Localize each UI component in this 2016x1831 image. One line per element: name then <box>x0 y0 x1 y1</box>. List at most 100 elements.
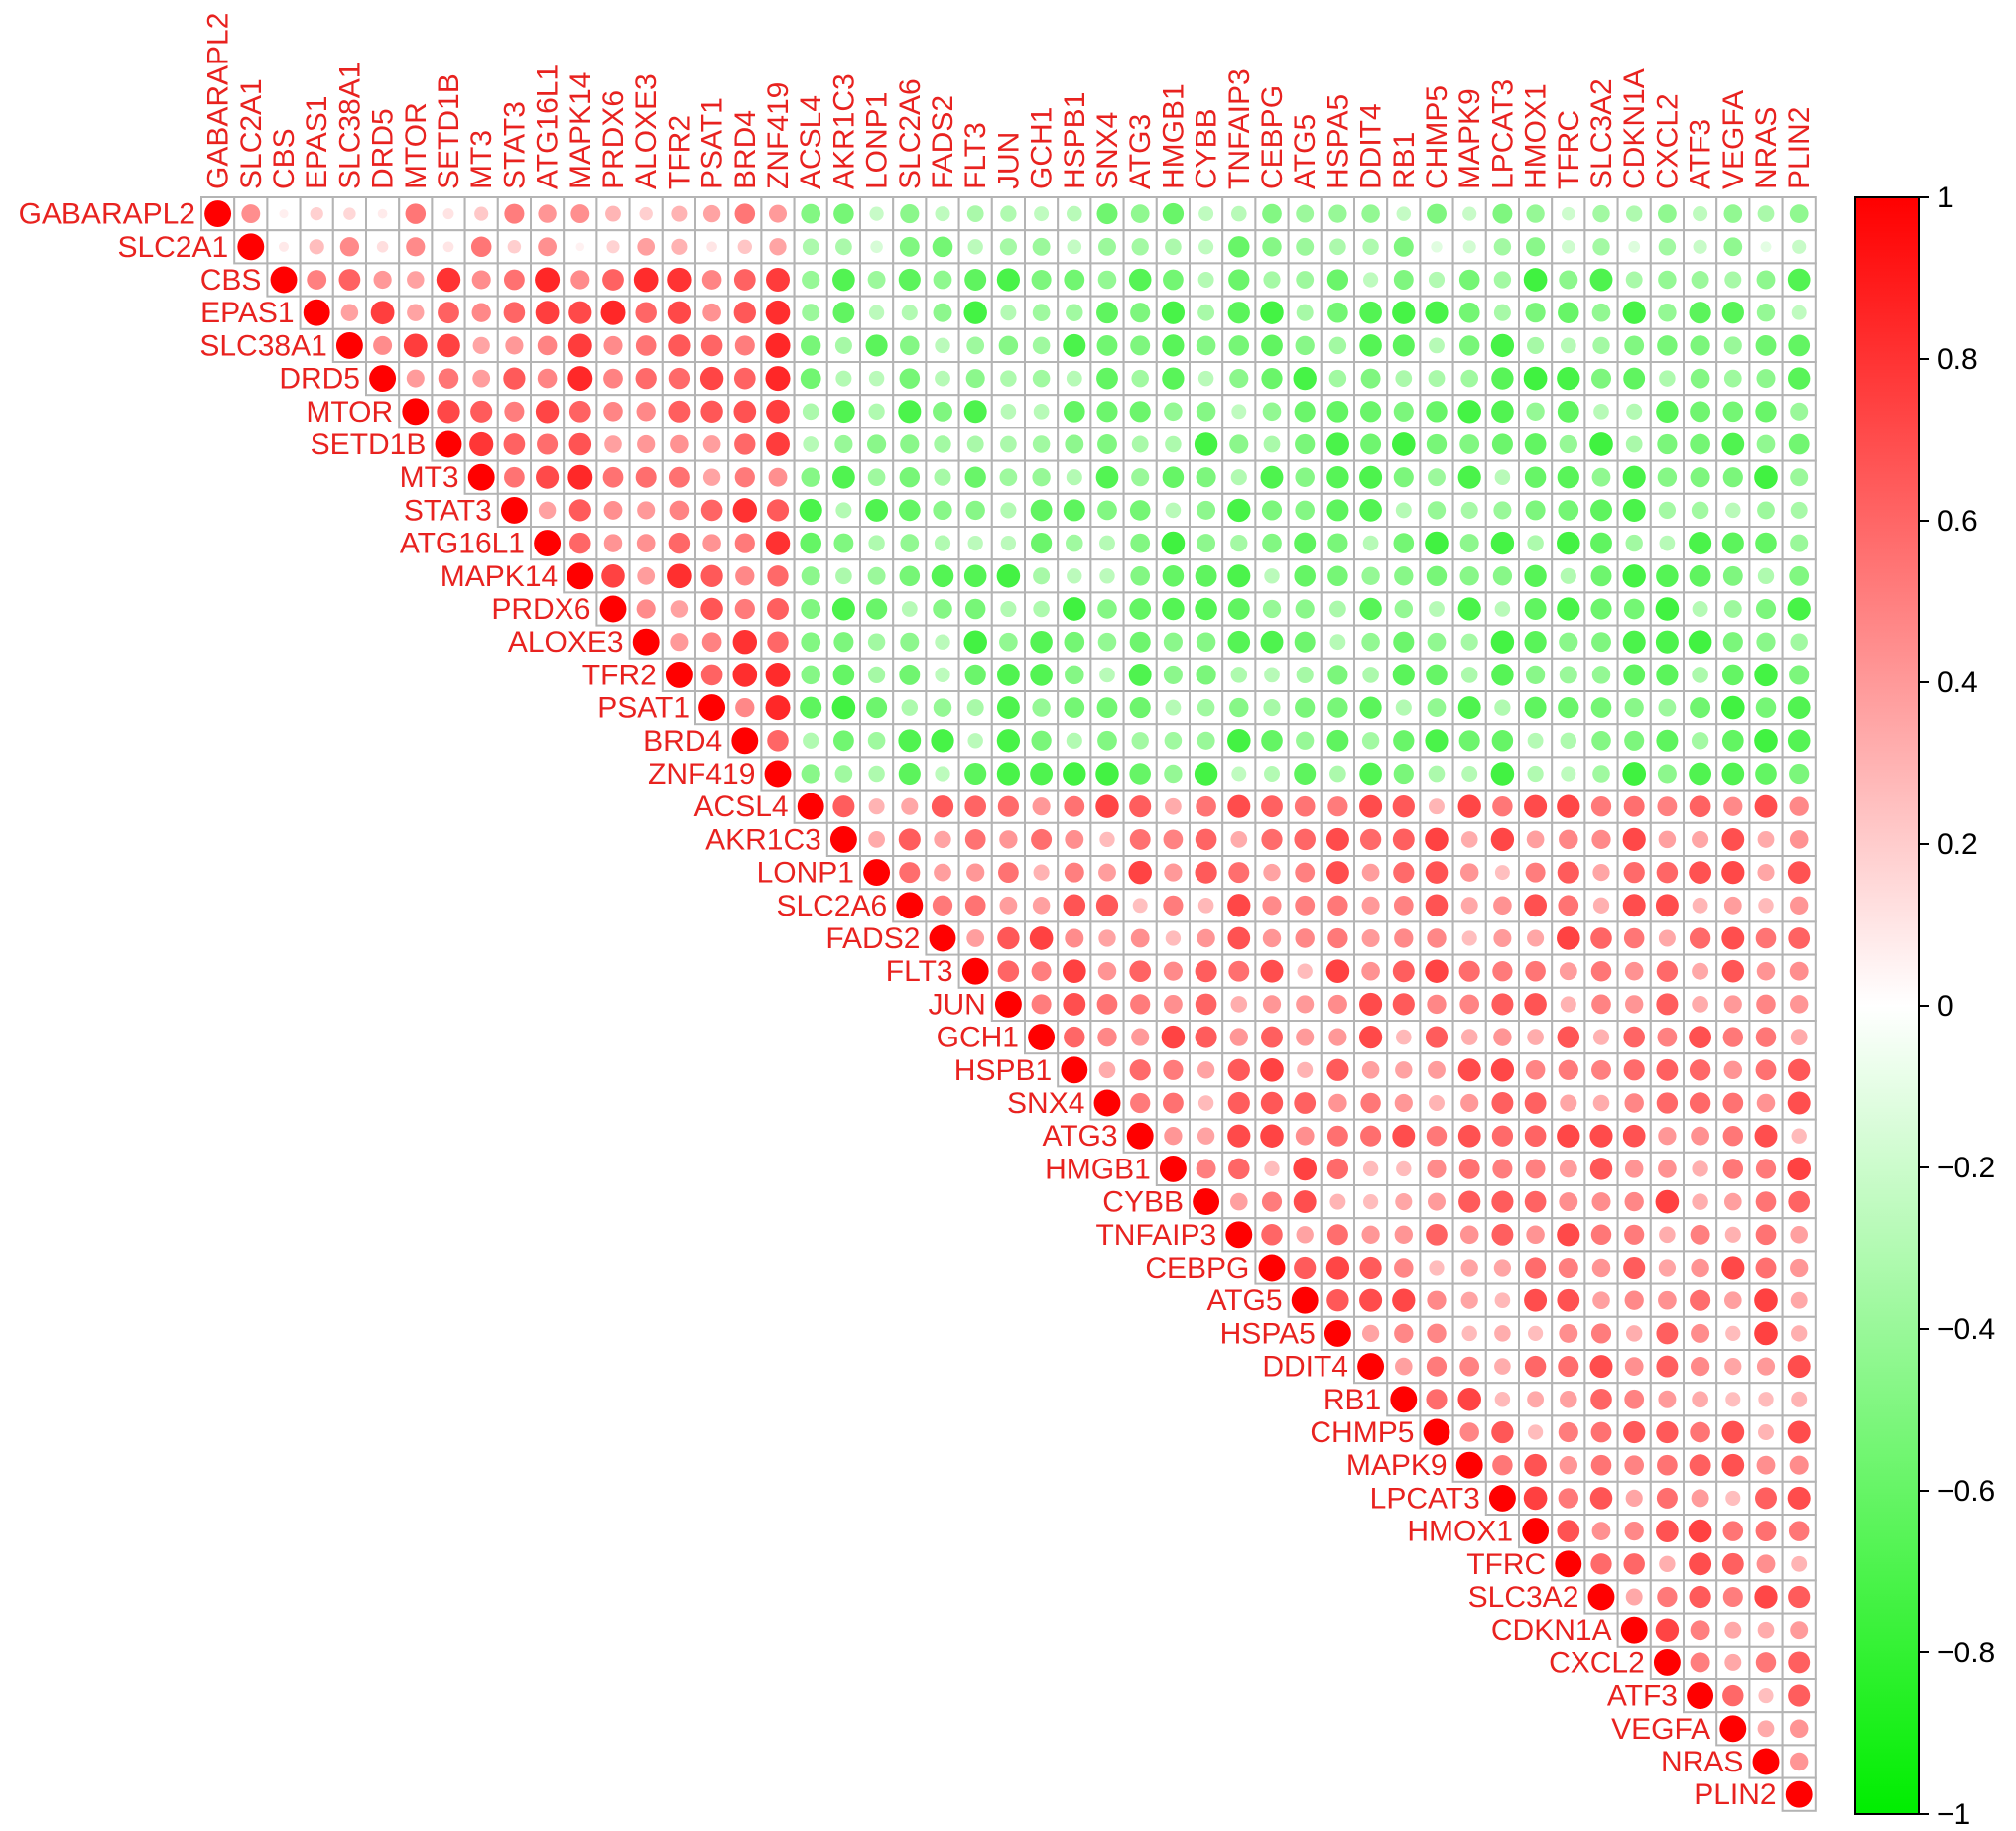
cell-circle <box>373 270 392 290</box>
cell-circle <box>1264 1160 1280 1177</box>
cell-circle <box>1622 301 1646 324</box>
cell-circle <box>1791 1128 1807 1144</box>
row-label: HMGB1 <box>1045 1153 1151 1185</box>
cell-circle <box>1231 404 1247 420</box>
cell-circle <box>1490 1058 1515 1082</box>
cell-circle <box>1131 1028 1150 1046</box>
cell-circle <box>1690 1652 1710 1673</box>
cell-circle <box>766 399 790 424</box>
correlation-cells <box>200 196 1817 1812</box>
cell-circle <box>996 268 1021 292</box>
cell-circle <box>999 468 1018 487</box>
cell-circle <box>1592 204 1610 223</box>
cell-circle <box>1559 632 1578 652</box>
cell-circle <box>1096 302 1118 324</box>
cell-circle <box>700 334 723 357</box>
cell-circle <box>1327 533 1348 553</box>
colorbar-tick-label: 0.6 <box>1937 505 1978 538</box>
cell-circle <box>1427 501 1447 520</box>
cell-circle <box>1032 468 1051 487</box>
cell-circle <box>1494 699 1511 716</box>
cell-border <box>1484 1250 1521 1285</box>
cell-circle <box>1493 271 1512 289</box>
cell-circle <box>1129 763 1151 785</box>
cell-circle <box>1263 435 1281 453</box>
cell-circle <box>1227 926 1251 950</box>
cell-circle <box>1323 1319 1351 1347</box>
cell-circle <box>1427 1159 1447 1178</box>
cell-circle <box>1692 1160 1708 1177</box>
cell-circle <box>931 729 954 753</box>
cell-circle <box>1721 860 1745 885</box>
cell-circle <box>1063 333 1086 357</box>
cell-circle <box>802 238 819 256</box>
cell-circle <box>1493 1259 1512 1277</box>
row-label: MAPK9 <box>1346 1449 1448 1482</box>
cell-circle <box>1490 630 1515 654</box>
cell-circle <box>1295 928 1315 948</box>
cell-circle <box>1294 631 1316 653</box>
cell-circle <box>1558 1421 1578 1443</box>
cell-circle <box>899 466 921 488</box>
cell-circle <box>472 369 491 388</box>
cell-circle <box>1692 996 1708 1013</box>
row-label: CHMP5 <box>1310 1416 1414 1449</box>
cell-circle <box>737 239 752 254</box>
cell-circle <box>537 368 558 389</box>
cell-circle <box>1525 1159 1546 1179</box>
cell-circle <box>1427 698 1447 717</box>
cell-circle <box>1590 565 1612 587</box>
cell-circle <box>1460 667 1478 683</box>
column-labels: GABARAPL2 SLC2A1 CBS EPAS1 SLC38A1 DRD5 MTOR SE… <box>202 13 1817 189</box>
cell-circle <box>1032 369 1051 388</box>
cell-circle <box>635 367 657 390</box>
cell-circle <box>1394 1093 1413 1113</box>
cell-circle <box>1000 435 1017 453</box>
cell-circle <box>1034 206 1050 222</box>
cell-circle <box>1032 797 1051 816</box>
cell-circle <box>1457 465 1481 489</box>
cell-circle <box>667 267 692 293</box>
column-label: STAT3 <box>498 101 531 189</box>
cell-circle <box>965 500 985 521</box>
cell-circle <box>1591 467 1611 487</box>
cell-circle <box>1757 567 1775 584</box>
cell-circle <box>1591 666 1611 684</box>
cell-circle <box>535 267 561 293</box>
cell-circle <box>1720 695 1745 720</box>
cell-circle <box>1162 1092 1184 1114</box>
cell-circle <box>1790 1029 1808 1045</box>
cell-circle <box>1061 1056 1088 1084</box>
cell-circle <box>1755 1257 1777 1279</box>
cell-circle <box>1590 1421 1612 1443</box>
cell-circle <box>733 302 756 324</box>
cell-border <box>1320 526 1356 561</box>
cell-circle <box>1393 763 1414 785</box>
cell-circle <box>1527 336 1545 354</box>
cell-circle <box>1460 501 1478 519</box>
cell-circle <box>602 269 624 291</box>
cell-circle <box>1361 732 1380 750</box>
cell-circle <box>1690 335 1710 356</box>
cell-circle <box>601 564 625 588</box>
cell-circle <box>1360 1092 1381 1114</box>
cell-circle <box>933 500 952 521</box>
cell-circle <box>1624 1521 1644 1541</box>
column-label: HMGB1 <box>1157 83 1190 189</box>
cell-circle <box>1296 271 1315 289</box>
cell-circle <box>1592 1029 1610 1045</box>
cell-circle <box>899 664 921 685</box>
cell-circle <box>1790 1621 1809 1640</box>
column-label: PRDX6 <box>597 90 630 189</box>
cell-circle <box>1559 666 1577 684</box>
cell-circle <box>1460 897 1478 915</box>
cell-circle <box>1493 304 1511 321</box>
cell-circle <box>1754 1288 1778 1313</box>
cell-circle <box>1296 1226 1314 1244</box>
cell-circle <box>1097 434 1117 454</box>
cell-circle <box>934 830 951 849</box>
cell-circle <box>1064 795 1085 817</box>
cell-circle <box>1558 302 1579 323</box>
cell-circle <box>734 433 756 455</box>
